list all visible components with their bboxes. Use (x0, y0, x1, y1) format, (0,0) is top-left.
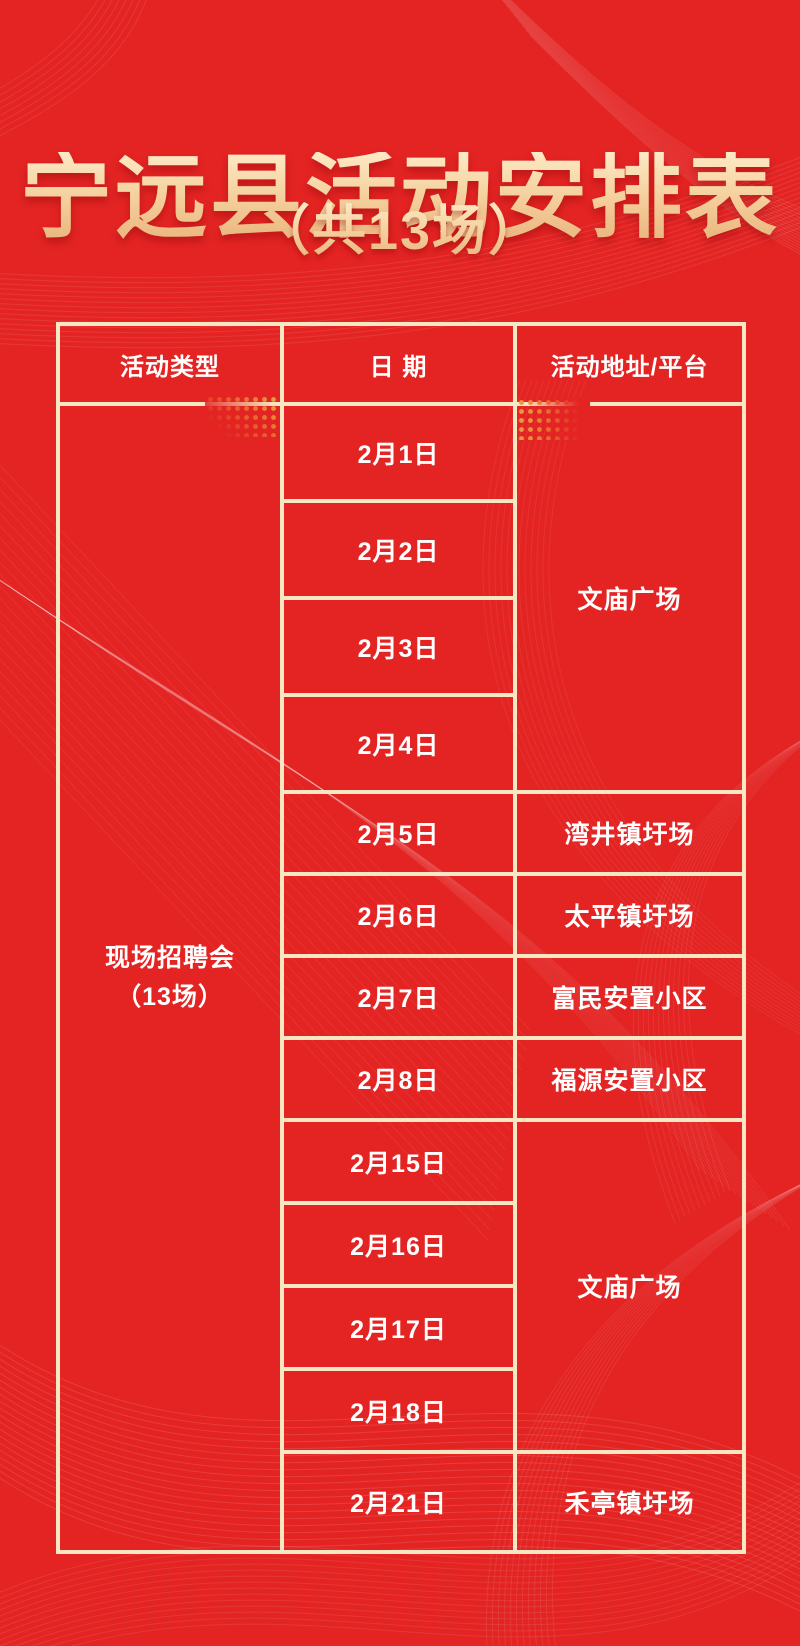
table-header-row: 活动类型 日 期 活动地址/平台 (56, 322, 746, 406)
date-cell: 2月15日 (280, 1118, 517, 1205)
col-header-activity-type: 活动类型 (56, 322, 284, 406)
activity-type-name: 现场招聘会 (104, 944, 235, 973)
location-cell: 太平镇圩场 (513, 872, 746, 958)
date-cell: 2月7日 (280, 954, 517, 1040)
location-cell: 富民安置小区 (513, 954, 746, 1040)
date-cell: 2月3日 (280, 596, 517, 697)
date-cell: 2月16日 (280, 1201, 517, 1288)
poster-subtitle: （共13场） (0, 201, 800, 261)
schedule-table: 活动类型 日 期 活动地址/平台 现场招聘会 （13场） 2月1日 文庙广场 2… (56, 322, 746, 1554)
date-cell: 2月21日 (280, 1450, 517, 1554)
date-cell: 2月6日 (280, 872, 517, 958)
location-cell: 文庙广场 (513, 1118, 746, 1454)
location-cell: 福源安置小区 (513, 1036, 746, 1122)
location-cell: 湾井镇圩场 (513, 790, 746, 876)
location-cell: 文庙广场 (513, 402, 746, 794)
location-cell: 禾亭镇圩场 (513, 1450, 746, 1554)
table-row: 现场招聘会 （13场） 2月1日 文庙广场 (56, 402, 746, 1554)
activity-type-count: （13场） (116, 983, 224, 1011)
date-cell: 2月1日 (280, 402, 517, 503)
date-cell: 2月5日 (280, 790, 517, 876)
date-cell: 2月8日 (280, 1036, 517, 1122)
date-cell: 2月17日 (280, 1284, 517, 1371)
col-header-date: 日 期 (280, 322, 517, 406)
date-cell: 2月18日 (280, 1367, 517, 1454)
date-cell: 2月2日 (280, 499, 517, 600)
date-cell: 2月4日 (280, 693, 517, 794)
col-header-location: 活动地址/平台 (513, 322, 746, 406)
activity-type-cell: 现场招聘会 （13场） (56, 402, 284, 1554)
